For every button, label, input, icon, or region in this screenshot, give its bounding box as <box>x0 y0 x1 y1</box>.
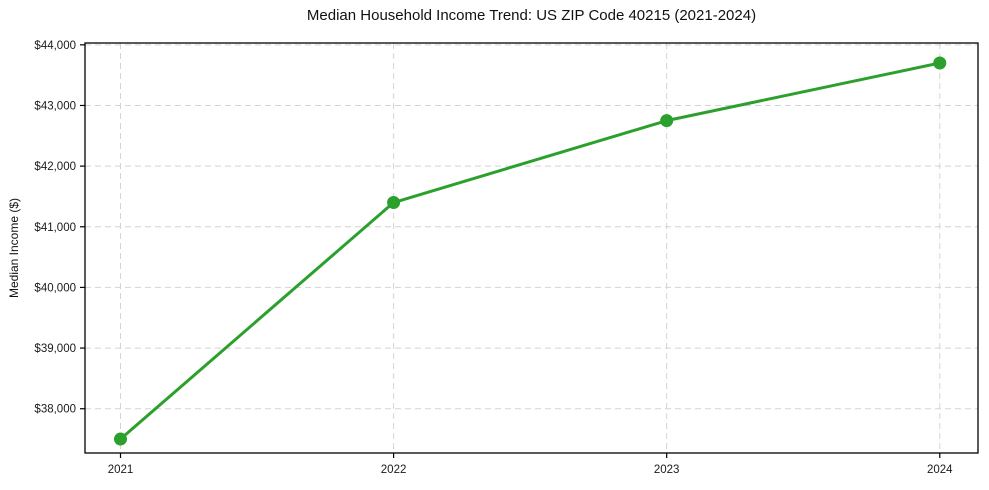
x-tick-label: 2023 <box>654 464 680 476</box>
trend-line <box>119 61 942 441</box>
x-tick-label: 2024 <box>927 464 953 476</box>
data-point <box>933 56 947 70</box>
y-tick-label: $41,000 <box>34 222 76 234</box>
x-tick-label: 2022 <box>381 464 407 476</box>
data-point <box>387 196 401 210</box>
y-tick-label: $44,000 <box>34 40 76 52</box>
data-point <box>660 114 674 128</box>
y-tick-label: $42,000 <box>34 161 76 173</box>
y-tick-label: $39,000 <box>34 343 76 355</box>
data-point <box>114 432 128 446</box>
y-tick-label: $40,000 <box>34 282 76 294</box>
chart-title: Median Household Income Trend: US ZIP Co… <box>306 7 757 24</box>
y-tick-label: $43,000 <box>34 100 76 112</box>
x-tick-label: 2021 <box>108 464 134 476</box>
axes-border <box>84 42 979 454</box>
y-tick-label: $38,000 <box>34 404 76 416</box>
